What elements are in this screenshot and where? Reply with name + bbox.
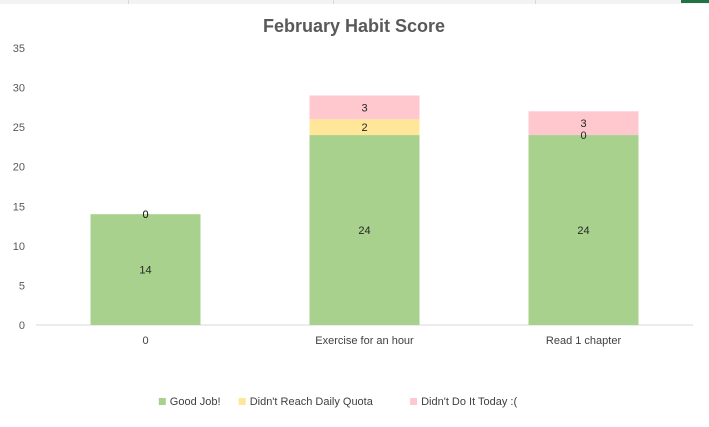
bars bbox=[90, 95, 639, 325]
data-label: 24 bbox=[358, 225, 370, 237]
cell-divider bbox=[333, 0, 334, 4]
data-label: 14 bbox=[139, 265, 151, 277]
bar-segment[interactable] bbox=[528, 111, 639, 136]
y-tick-label: 25 bbox=[13, 122, 25, 134]
cell-divider bbox=[128, 0, 129, 4]
data-label: 3 bbox=[580, 118, 586, 130]
x-tick-label: Read 1 chapter bbox=[546, 335, 622, 347]
y-tick-label: 15 bbox=[13, 201, 25, 213]
data-label: 24 bbox=[577, 225, 589, 237]
spreadsheet-top-strip bbox=[0, 0, 709, 4]
bar-segment[interactable] bbox=[309, 135, 420, 325]
legend-swatch bbox=[238, 398, 246, 405]
bar-segment[interactable] bbox=[309, 119, 420, 136]
data-label: 0 bbox=[142, 209, 148, 221]
legend-label: Didn't Do It Today :( bbox=[421, 396, 517, 408]
legend: Good Job! Didn't Reach Daily Quota Didn't … bbox=[158, 396, 517, 408]
y-tick-label: 5 bbox=[19, 280, 25, 292]
x-axis: 0 Exercise for an hour Read 1 chapter bbox=[36, 324, 693, 347]
legend-swatch bbox=[158, 398, 166, 405]
y-tick-label: 35 bbox=[13, 43, 25, 55]
bar-segment[interactable] bbox=[90, 214, 201, 325]
selection-accent bbox=[681, 0, 709, 3]
x-tick-label: Exercise for an hour bbox=[315, 335, 414, 347]
data-label: 0 bbox=[580, 130, 586, 142]
bar-segment[interactable] bbox=[528, 135, 639, 325]
y-axis: 0 5 10 15 20 25 30 35 bbox=[13, 43, 25, 332]
data-label: 2 bbox=[361, 122, 367, 134]
data-label: 3 bbox=[361, 102, 367, 114]
data-label: 0 bbox=[142, 209, 148, 221]
legend-label: Good Job! bbox=[170, 396, 221, 408]
legend-swatch bbox=[410, 398, 418, 405]
y-tick-label: 10 bbox=[13, 241, 25, 253]
y-tick-label: 20 bbox=[13, 162, 25, 174]
y-tick-label: 0 bbox=[19, 320, 25, 332]
x-tick-label: 0 bbox=[142, 335, 148, 347]
cell-divider bbox=[535, 0, 536, 4]
chart-title: February Habit Score bbox=[263, 16, 445, 36]
legend-label: Didn't Reach Daily Quota bbox=[250, 396, 374, 408]
y-tick-label: 30 bbox=[13, 83, 25, 95]
bar-segment[interactable] bbox=[309, 95, 420, 120]
